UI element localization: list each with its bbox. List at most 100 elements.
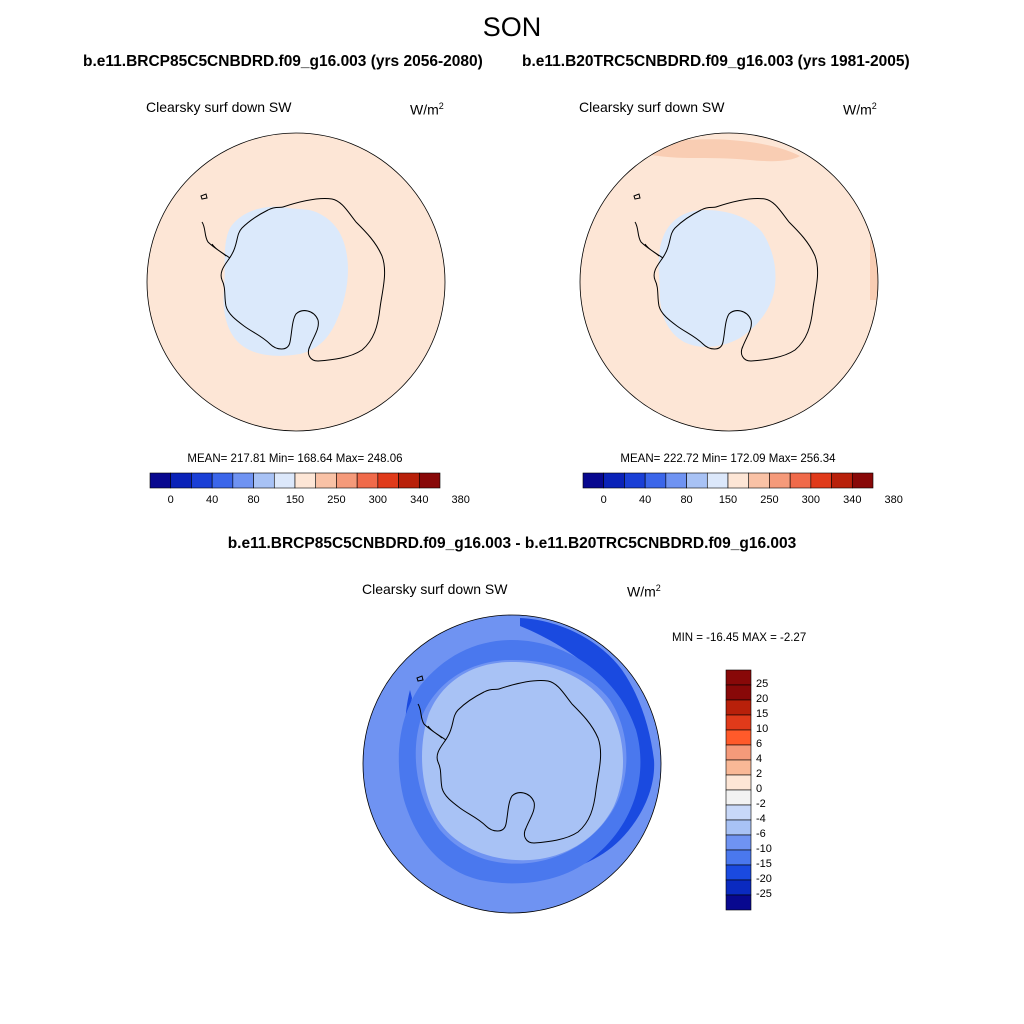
- panel1-colorbar-box: [315, 472, 337, 489]
- panel1-units-label: W/m2: [410, 101, 444, 118]
- panel2-colorbar-tick-label: 0: [600, 494, 607, 506]
- panel3-colorbar-tick-label: 20: [756, 693, 769, 705]
- panel1-colorbar-box: [273, 472, 296, 489]
- panel3-variable-label: Clearsky surf down SW: [362, 581, 508, 597]
- panel3-colorbar-tick-label: -25: [756, 888, 772, 900]
- panel1-colorbar-box: [149, 472, 172, 489]
- panel1-colorbar-box: [211, 472, 234, 489]
- panel1-low-field: [223, 206, 348, 356]
- panel2-colorbar-tick-label: 380: [884, 494, 903, 506]
- panel3-inner-field: [422, 662, 624, 861]
- panel2-colorbar-box: [665, 472, 687, 489]
- panel3-colorbar-box: [725, 894, 752, 911]
- panel2-units-label: W/m2: [843, 101, 877, 118]
- panel1-case-title: b.e11.BRCP85C5CNBDRD.f09_g16.003 (yrs 20…: [83, 53, 483, 70]
- panel1-colorbar-box: [356, 472, 379, 489]
- panel1-colorbar-tick-label: 300: [368, 494, 388, 506]
- panel3-colorbar-tick-label: 25: [756, 678, 769, 690]
- panel2-colorbar-box: [810, 472, 832, 489]
- panel2-colorbar-box: [706, 472, 729, 489]
- panel3-map-border: [362, 614, 662, 914]
- panel1-stats: MEAN= 217.81 Min= 168.64 Max= 248.06: [187, 453, 403, 465]
- panel3-colorbar-tick-label: 0: [756, 783, 763, 795]
- panel2-colorbar-box: [851, 472, 874, 489]
- panel2-case-title: b.e11.B20TRC5CNBDRD.f09_g16.003 (yrs 198…: [522, 53, 910, 70]
- panel2-low-field: [658, 210, 776, 347]
- panel2-island: [633, 193, 641, 200]
- panel2-peninsula-coastline: [634, 221, 664, 259]
- panel2-map-border: [579, 132, 879, 432]
- panel2-colorbar-tick-label: 250: [760, 494, 779, 506]
- panel1-map: [146, 132, 446, 432]
- panel1-colorbar-box: [294, 472, 317, 489]
- panel3-colorbar-tick-label: -15: [756, 858, 772, 870]
- panel1-colorbar-box: [377, 472, 399, 489]
- panel2-colorbar-tick-label: 300: [801, 494, 821, 506]
- panel3-colorbar-tick-label: -6: [756, 828, 766, 840]
- panel3-peninsula-coastline: [417, 703, 447, 741]
- panel3-colorbar-box: [725, 669, 752, 686]
- panel2-colorbar-box: [727, 472, 750, 489]
- panel2-map: [579, 132, 879, 432]
- panel1-island: [200, 193, 208, 200]
- panel3-island: [416, 675, 424, 682]
- panel2-high-field: [630, 139, 878, 300]
- panel3-colorbar-tick-label: 15: [756, 708, 769, 720]
- panel3-antarctica-coastline: [436, 680, 602, 844]
- panel1-colorbar: [149, 472, 441, 489]
- panel1-colorbar-box: [191, 472, 213, 489]
- panel2-colorbar-box: [644, 472, 667, 489]
- panel3-map: [362, 614, 662, 914]
- panel1-colorbar-box: [170, 472, 192, 489]
- panel3-colorbar-box: [725, 699, 752, 716]
- panel3-colorbar-box: [725, 714, 752, 731]
- panel1-colorbar-box: [336, 472, 358, 489]
- panel2-colorbar-tick-label: 40: [639, 494, 652, 506]
- panel2-antarctica-coastline: [653, 198, 819, 362]
- panel2-colorbar-box: [624, 472, 646, 489]
- panel3-colorbar-box: [725, 864, 752, 881]
- panel2-colorbar-box: [686, 472, 708, 489]
- panel2-colorbar-box: [603, 472, 625, 489]
- panel3-colorbar-tick-label: -20: [756, 873, 772, 885]
- panel3-colorbar-box: [725, 759, 752, 776]
- panel2-colorbar-tick-label: 80: [680, 494, 693, 506]
- difference-title: b.e11.BRCP85C5CNBDRD.f09_g16.003 - b.e11…: [227, 535, 797, 552]
- panel3-colorbar-box: [725, 744, 752, 761]
- panel1-colorbar-box: [253, 472, 275, 489]
- panel1-colorbar-tick-label: 150: [285, 494, 305, 506]
- panel1-variable-label: Clearsky surf down SW: [146, 99, 292, 115]
- panel2-colorbar-tick-label: 340: [843, 494, 862, 506]
- panel3-colorbar-box: [725, 684, 752, 701]
- panel3-colorbar-tick-label: 4: [756, 753, 763, 765]
- panel3-colorbar-box: [725, 834, 752, 851]
- panel2-colorbar-box: [769, 472, 791, 489]
- panel3-colorbar-tick-label: -2: [756, 798, 766, 810]
- panel1-colorbar-tick-label: 0: [167, 494, 174, 506]
- panel2-colorbar-box: [789, 472, 812, 489]
- panel2-variable-label: Clearsky surf down SW: [579, 99, 725, 115]
- panel1-colorbar-box: [398, 472, 420, 489]
- panel1-peninsula-coastline: [201, 221, 231, 259]
- panel1-colorbar-box: [232, 472, 254, 489]
- panel1-colorbar-tick-label: 80: [247, 494, 260, 506]
- panel3-colorbar-box: [725, 774, 752, 791]
- panel3-colorbar-tick-label: 6: [756, 738, 763, 750]
- panel3-colorbar-box: [725, 849, 752, 866]
- panel2-colorbar-box: [582, 472, 605, 489]
- panel1-colorbar-tick-label: 40: [206, 494, 219, 506]
- panel3-colorbar-box: [725, 879, 752, 896]
- panel3-units-label: W/m2: [627, 583, 661, 600]
- panel3-colorbar-box: [725, 789, 752, 806]
- panel3-stats: MIN = -16.45 MAX = -2.27: [672, 632, 807, 644]
- panel1-antarctica-coastline: [220, 198, 386, 362]
- panel2-stats: MEAN= 222.72 Min= 172.09 Max= 256.34: [620, 453, 836, 465]
- panel3-colorbar-box: [725, 804, 752, 821]
- panel1-colorbar-box: [418, 472, 441, 489]
- panel3-colorbar-box: [725, 729, 752, 746]
- panel1-colorbar-tick-label: 340: [410, 494, 429, 506]
- panel1-map-border: [146, 132, 446, 432]
- panel3-colorbar-tick-label: -4: [756, 813, 766, 825]
- panel1-colorbar-tick-label: 250: [327, 494, 346, 506]
